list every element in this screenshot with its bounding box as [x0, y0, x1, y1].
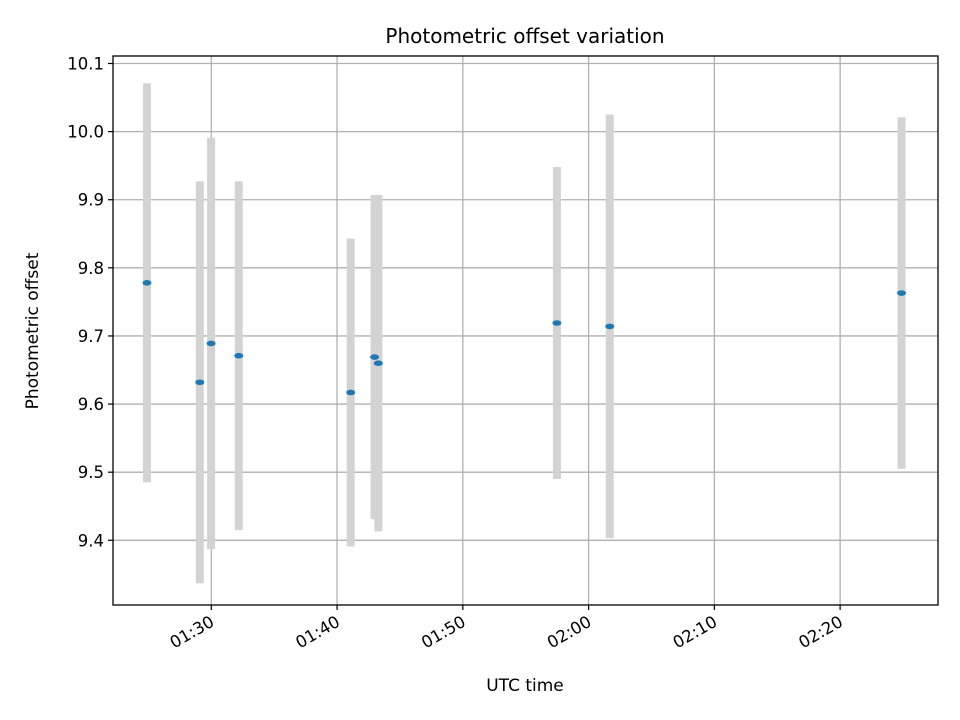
- y-tick-label: 9.4: [78, 531, 104, 550]
- x-tick-label: 01:50: [418, 612, 469, 652]
- plot-frame: [112, 55, 939, 606]
- data-point: [605, 323, 615, 330]
- data-point: [234, 352, 244, 359]
- y-axis-label: Photometric offset: [23, 252, 43, 409]
- data-point: [370, 354, 380, 360]
- data-point: [346, 389, 356, 396]
- y-tick-label: 9.9: [78, 191, 104, 210]
- x-tick-label: 02:00: [544, 612, 595, 652]
- x-tick-label: 01:30: [167, 612, 218, 652]
- data-point: [206, 340, 216, 347]
- y-tick-label: 10.0: [67, 123, 104, 142]
- x-axis: 01:30 01:40 01:50 02:00 02:10 02:20: [167, 605, 846, 652]
- x-tick-label: 02:10: [670, 612, 721, 652]
- y-tick-label: 9.7: [78, 327, 104, 346]
- data-point: [552, 320, 562, 326]
- x-axis-label: UTC time: [486, 676, 564, 696]
- chart-title: Photometric offset variation: [385, 24, 664, 48]
- plot-background: [113, 56, 938, 605]
- y-tick-label: 9.6: [78, 395, 104, 414]
- y-tick-label: 10.1: [67, 54, 104, 73]
- y-axis: 9.4 9.5 9.6 9.7 9.8 9.9 10.0 10.1: [67, 54, 113, 550]
- data-point: [897, 290, 907, 296]
- y-tick-label: 9.5: [78, 463, 104, 482]
- data-point: [373, 360, 383, 366]
- y-tick-label: 9.8: [78, 259, 104, 278]
- x-tick-label: 01:40: [292, 612, 343, 652]
- data-points: [142, 280, 907, 396]
- x-tick-label: 02:20: [795, 612, 846, 652]
- data-point: [195, 379, 205, 386]
- data-point: [142, 280, 152, 286]
